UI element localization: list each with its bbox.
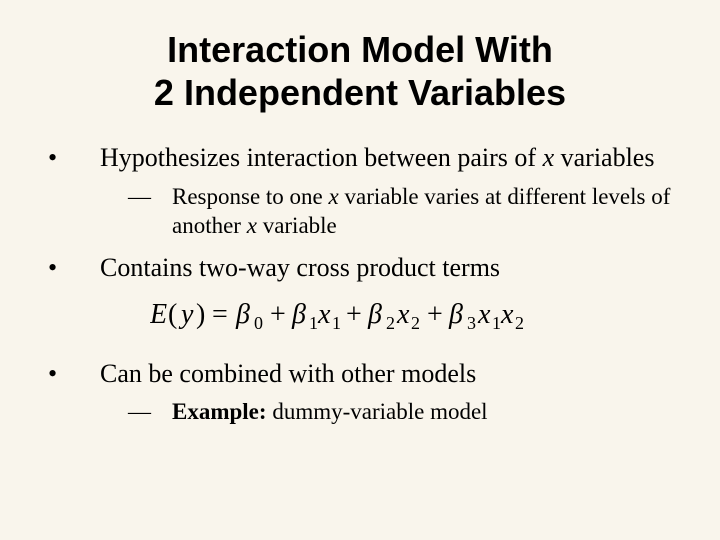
bullet-1-text: Hypothesizes interaction between pairs o… bbox=[100, 142, 680, 175]
svg-text:x: x bbox=[500, 299, 514, 330]
svg-text:1: 1 bbox=[492, 313, 501, 333]
bullet-3-sub: — Example: dummy-variable model bbox=[128, 398, 680, 427]
svg-text:2: 2 bbox=[386, 313, 395, 333]
svg-text:3: 3 bbox=[467, 313, 476, 333]
bullet-1-sub: — Response to one x variable varies at d… bbox=[128, 183, 680, 241]
svg-text:x: x bbox=[317, 299, 331, 330]
equation-svg: E ( y ) = β 0 + β 1 x 1 + β 2 x 2 + β 3 … bbox=[150, 293, 570, 337]
title-line-1: Interaction Model With bbox=[167, 29, 553, 70]
svg-text:0: 0 bbox=[254, 313, 263, 333]
bullet-2-text: Contains two-way cross product terms bbox=[100, 252, 680, 285]
bullet-3-text: Can be combined with other models bbox=[100, 358, 680, 391]
svg-text:β: β bbox=[291, 299, 306, 330]
svg-text:=: = bbox=[212, 299, 228, 330]
bullet-mark: • bbox=[40, 252, 100, 285]
bullet-2: • Contains two-way cross product terms bbox=[40, 252, 680, 285]
svg-text:+: + bbox=[427, 299, 443, 330]
bullet-1: • Hypothesizes interaction between pairs… bbox=[40, 142, 680, 175]
svg-text:β: β bbox=[235, 299, 250, 330]
sub-bullet-mark: — bbox=[128, 398, 172, 427]
equation: E ( y ) = β 0 + β 1 x 1 + β 2 x 2 + β 3 … bbox=[40, 293, 680, 342]
title-line-2: 2 Independent Variables bbox=[154, 72, 566, 113]
svg-text:): ) bbox=[196, 299, 205, 330]
svg-text:β: β bbox=[448, 299, 463, 330]
bullet-1-sub-text: Response to one x variable varies at dif… bbox=[172, 183, 680, 241]
bullet-list-2: • Can be combined with other models — Ex… bbox=[40, 358, 680, 427]
svg-text:+: + bbox=[270, 299, 286, 330]
svg-text:x: x bbox=[396, 299, 410, 330]
svg-text:2: 2 bbox=[411, 313, 420, 333]
svg-text:1: 1 bbox=[309, 313, 318, 333]
sub-bullet-mark: — bbox=[128, 183, 172, 241]
bullet-3-sub-text: Example: dummy-variable model bbox=[172, 398, 680, 427]
slide-title: Interaction Model With 2 Independent Var… bbox=[40, 28, 680, 114]
bullet-list: • Hypothesizes interaction between pairs… bbox=[40, 142, 680, 285]
svg-text:+: + bbox=[346, 299, 362, 330]
bullet-mark: • bbox=[40, 358, 100, 391]
svg-text:y: y bbox=[178, 299, 194, 330]
svg-text:β: β bbox=[367, 299, 382, 330]
bullet-mark: • bbox=[40, 142, 100, 175]
svg-text:2: 2 bbox=[515, 313, 524, 333]
svg-text:1: 1 bbox=[332, 313, 341, 333]
svg-text:E: E bbox=[150, 299, 167, 330]
bullet-3: • Can be combined with other models bbox=[40, 358, 680, 391]
svg-text:x: x bbox=[477, 299, 491, 330]
svg-text:(: ( bbox=[168, 299, 177, 330]
